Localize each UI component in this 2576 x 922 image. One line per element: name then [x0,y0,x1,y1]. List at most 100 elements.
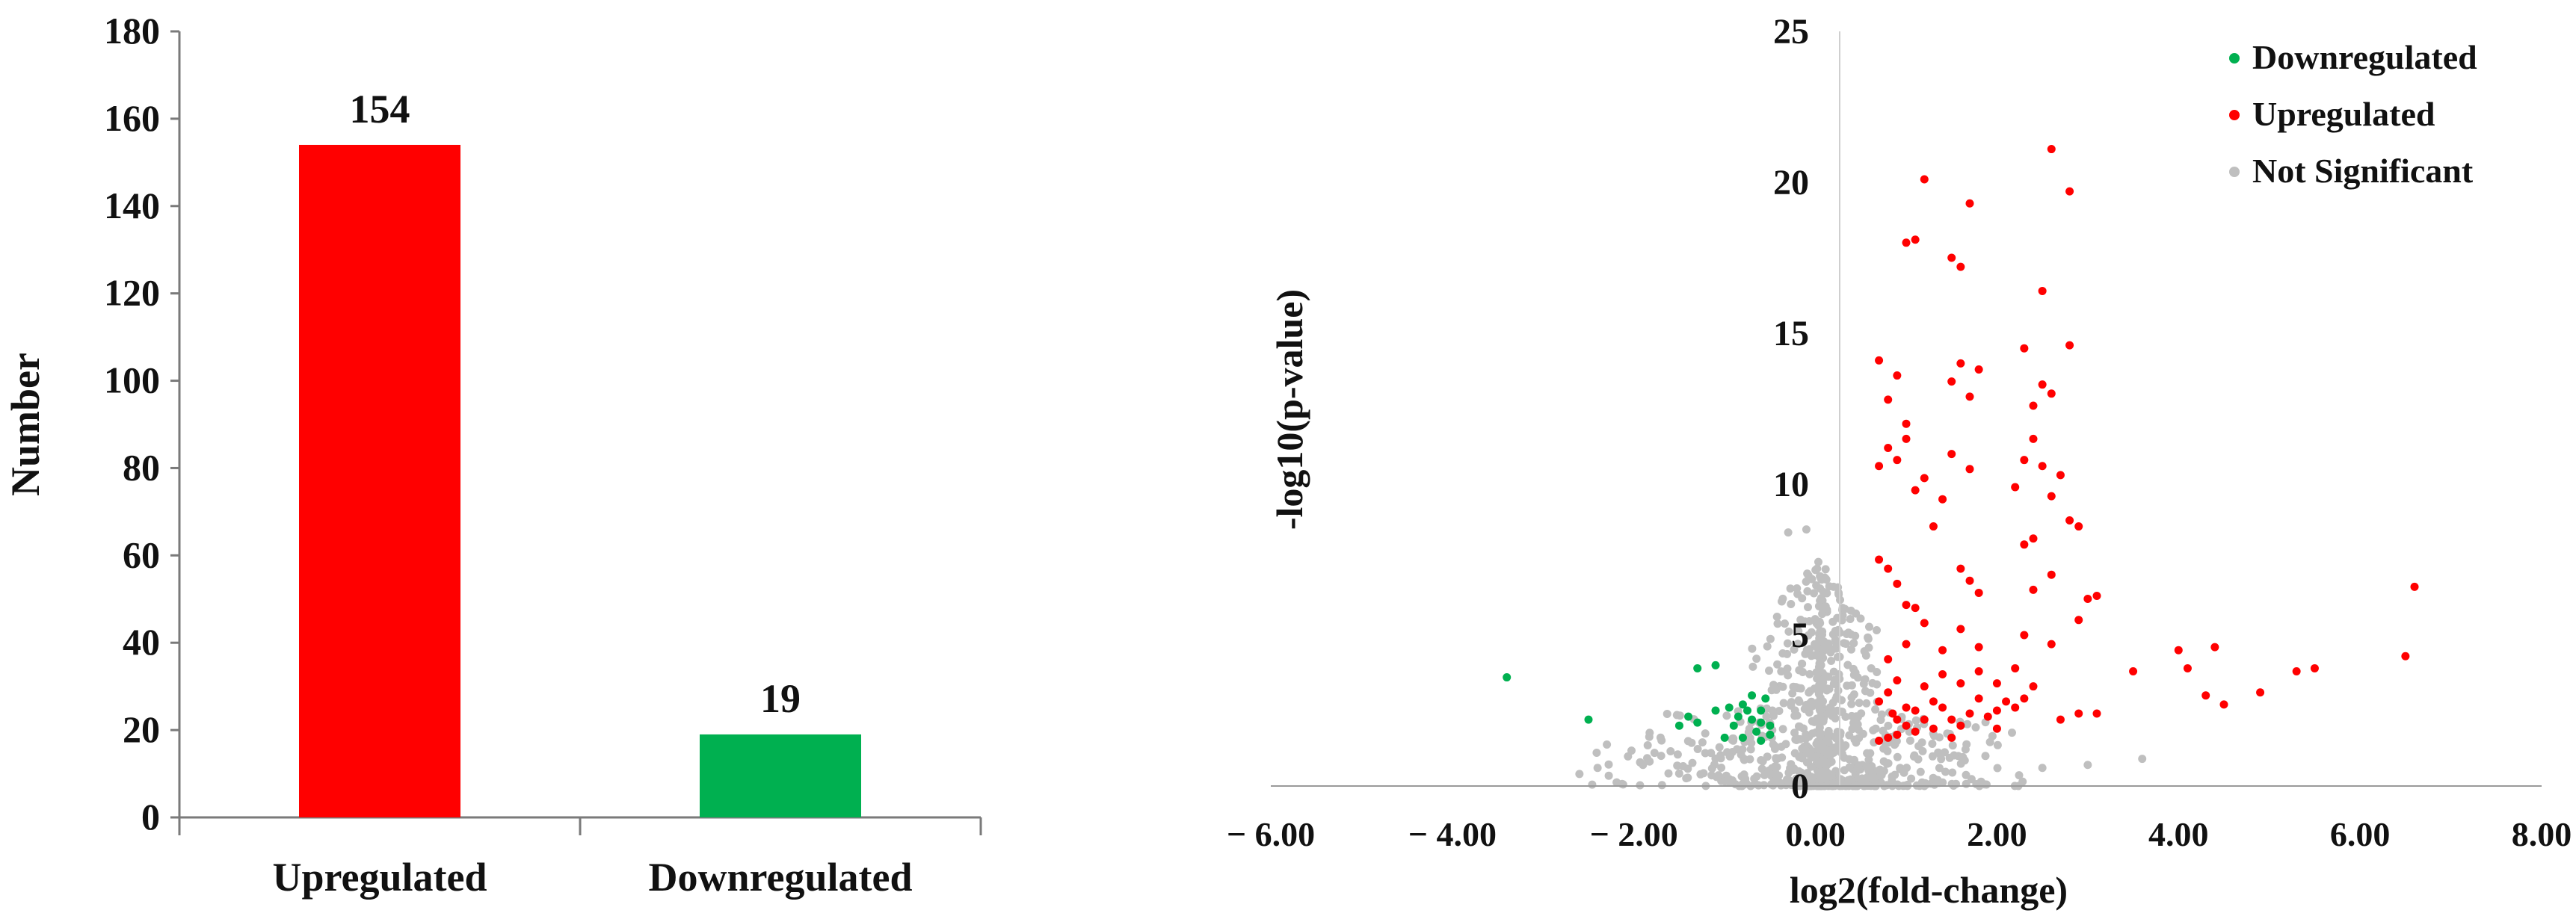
not-significant-point [1714,771,1723,780]
upregulated-point [2310,663,2319,672]
not-significant-point [1740,780,1748,789]
not-significant-point [1828,617,1837,626]
not-significant-point [1848,725,1857,734]
upregulated-point [1938,670,1947,679]
bar-upregulated [299,144,460,817]
not-significant-point [1956,759,1965,768]
not-significant-point [1815,715,1824,724]
not-significant-point [1693,745,1702,753]
upregulated-point [2129,666,2138,675]
not-significant-point [1772,754,1781,763]
not-significant-point [1592,749,1601,757]
upregulated-point [1992,724,2001,733]
not-significant-point [1645,757,1654,766]
not-significant-point [1798,660,1807,669]
scatter-y-tick-label: 0 [1791,767,1809,806]
not-significant-point [1831,734,1840,743]
not-significant-point [1948,741,1957,750]
upregulated-point [1884,655,1893,663]
not-significant-point [1876,765,1885,774]
downregulated-point [1748,715,1757,724]
upregulated-point [2219,700,2228,709]
upregulated-point [1884,688,1893,697]
not-significant-point [1816,619,1825,628]
not-significant-point [1916,767,1925,776]
not-significant-point [1864,634,1873,643]
volcano-plot: 0 5 10 15 20 25 − 6.00 − 4.00 − 2.00 0.00 2.00 4.0… [1227,12,2572,911]
not-significant-point [1845,731,1854,740]
scatter-y-axis-label: -log10(p-value) [1269,289,1310,530]
not-significant-point [1981,752,1990,761]
upregulated-point [2065,341,2074,350]
upregulated-point [1920,715,1929,724]
upregulated-point [1947,377,1956,386]
not-significant-point [1982,780,1991,789]
not-significant-point [2083,761,2092,770]
downregulated-point [1729,721,1738,730]
upregulated-point [1902,601,1911,610]
bar-y-tick-label: 100 [104,359,160,401]
not-significant-point [1593,764,1602,773]
not-significant-point [1760,770,1769,779]
not-significant-point [1838,604,1847,613]
upregulated-point [2029,682,2038,691]
downregulated-point [1748,691,1757,700]
bar-value-labels: 154 19 [350,87,801,721]
not-significant-point [1683,773,1692,782]
not-significant-point [1844,628,1853,637]
not-significant-point [1748,662,1757,671]
not-significant-point [1952,779,1960,788]
not-significant-point [1826,648,1835,657]
upregulated-point [1956,679,1965,688]
not-significant-point [1899,768,1908,777]
not-significant-point [1907,774,1916,783]
downregulated-point [1711,706,1720,715]
not-significant-point [2038,764,2047,773]
not-significant-point [1818,631,1826,639]
not-significant-point [1876,778,1885,787]
not-significant-point [1861,687,1870,696]
not-significant-point [1938,778,1947,787]
not-significant-point [1666,747,1675,755]
not-significant-point [1657,736,1666,745]
legend-label: Upregulated [2252,95,2435,133]
upregulated-point [2029,401,2038,410]
downregulated-point [1734,712,1743,721]
not-significant-point [1575,770,1584,779]
upregulated-point [1974,643,1983,652]
not-significant-point [1740,755,1748,764]
not-significant-point [1688,758,1697,767]
upregulated-point [1920,175,1929,184]
upregulated-point [2210,643,2219,652]
not-significant-point [1793,711,1802,720]
upregulated-point [2038,380,2047,389]
upregulated-point [2201,691,2210,700]
scatter-x-tick-label: − 4.00 [1408,815,1497,853]
upregulated-point [1920,682,1929,691]
not-significant-point [1627,746,1636,755]
scatter-x-tick-label: 2.00 [1967,815,2027,853]
not-significant-point [1795,752,1804,761]
scatter-x-tick-label: 8.00 [2512,815,2572,853]
upregulated-point [1965,392,1974,401]
not-significant-point [1679,762,1688,770]
not-significant-point [1851,668,1860,677]
upregulated-point [2074,709,2083,718]
not-significant-point [1814,663,1823,672]
upregulated-point [1956,564,1965,573]
upregulated-point [2083,595,2092,604]
not-significant-point [1789,682,1798,691]
downregulated-point [1752,727,1761,736]
not-significant-point [1663,710,1671,718]
bar-x-ticks [178,817,982,835]
upregulated-point [1947,715,1956,724]
downregulated-point [1757,718,1766,727]
upregulated-point [2174,646,2183,655]
downregulated-point [1584,715,1593,724]
not-significant-point [1803,587,1812,595]
not-significant-point [1841,741,1850,750]
upregulated-point [1902,640,1911,649]
upregulated-point [1893,456,1902,465]
not-significant-point [1961,745,1970,754]
upregulated-point [1965,199,1974,208]
